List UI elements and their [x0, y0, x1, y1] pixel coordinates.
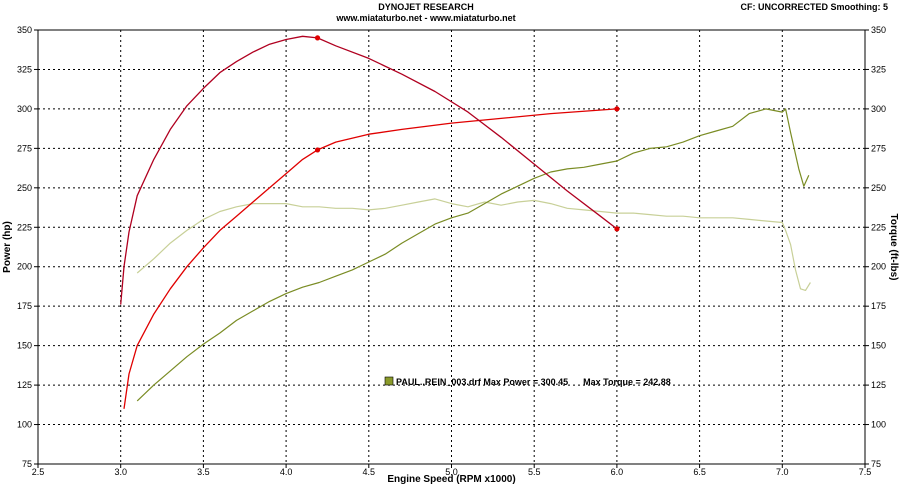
- x-tick-label: 5.5: [528, 467, 541, 477]
- x-tick-label: 4.0: [280, 467, 293, 477]
- y2-tick-label: 275: [871, 143, 886, 153]
- x-tick-label: 6.5: [693, 467, 706, 477]
- series-marker: [314, 147, 321, 153]
- header-website: www.miataturbo.net - www.miataturbo.net: [336, 13, 516, 23]
- legend-swatch: [384, 376, 394, 386]
- x-tick-label: 5.0: [445, 467, 458, 477]
- y2-tick-label: 225: [871, 222, 886, 232]
- y-tick-label: 350: [17, 25, 32, 35]
- header-correction-info: CF: UNCORRECTED Smoothing: 5: [740, 2, 889, 12]
- legend-text: PAUL..REIN_003.drf Max Power = 300.45 Ma…: [396, 377, 671, 387]
- x-tick-label: 4.5: [363, 467, 376, 477]
- x-tick-label: 3.5: [197, 467, 210, 477]
- y-tick-label: 225: [17, 222, 32, 232]
- y2-tick-label: 325: [871, 64, 886, 74]
- x-tick-label: 7.5: [859, 467, 872, 477]
- y-tick-label: 200: [17, 262, 32, 272]
- y-tick-label: 275: [17, 143, 32, 153]
- x-tick-label: 2.5: [32, 467, 45, 477]
- x-axis-label: Engine Speed (RPM x1000): [387, 474, 515, 485]
- y-tick-label: 125: [17, 380, 32, 390]
- header-title: DYNOJET RESEARCH: [378, 2, 474, 12]
- series-marker: [314, 35, 321, 41]
- grid: [38, 30, 865, 464]
- series-line-olive-torque: [136, 198, 811, 291]
- y2-tick-label: 200: [871, 262, 886, 272]
- y2-tick-label: 300: [871, 104, 886, 114]
- series-line-olive-power: [136, 108, 810, 402]
- series-marker: [614, 226, 620, 232]
- axis-ticks: 2.5 3.0 3.5 4.0 4.5 5.0 5.5 6.0 6.5 7.0 7.575 75100…: [17, 25, 886, 477]
- x-tick-label: 7.0: [776, 467, 789, 477]
- y-tick-label: 300: [17, 104, 32, 114]
- y-axis-label: Power (hp): [2, 221, 13, 273]
- x-tick-label: 6.0: [611, 467, 624, 477]
- y2-tick-label: 100: [871, 420, 886, 430]
- y2-tick-label: 125: [871, 380, 886, 390]
- y2-axis-label: Torque (ft-lbs): [888, 213, 899, 280]
- x-tick-label: 3.0: [114, 467, 127, 477]
- y-tick-label: 75: [22, 459, 32, 469]
- y-tick-label: 150: [17, 341, 32, 351]
- legend: PAUL..REIN_003.drf Max Power = 300.45 Ma…: [384, 376, 671, 387]
- y2-tick-label: 350: [871, 25, 886, 35]
- series-line-red-torque: [120, 35, 618, 305]
- y2-tick-label: 150: [871, 341, 886, 351]
- y-tick-label: 250: [17, 183, 32, 193]
- y2-tick-label: 175: [871, 301, 886, 311]
- y-tick-label: 175: [17, 301, 32, 311]
- y2-tick-label: 75: [871, 459, 881, 469]
- y2-tick-label: 250: [871, 183, 886, 193]
- y-tick-label: 100: [17, 420, 32, 430]
- series-marker: [614, 106, 620, 112]
- series-layer: [120, 35, 811, 409]
- series-line-red-power: [123, 108, 617, 409]
- y-tick-label: 325: [17, 64, 32, 74]
